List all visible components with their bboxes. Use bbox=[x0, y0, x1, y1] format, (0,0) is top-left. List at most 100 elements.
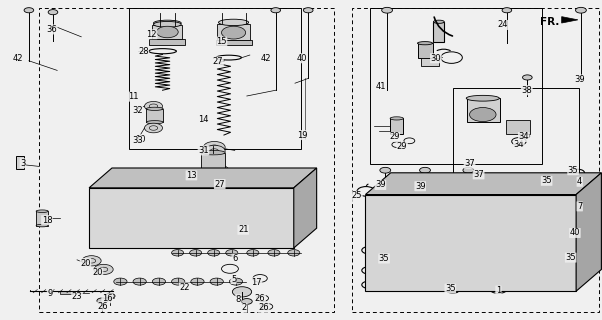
Circle shape bbox=[421, 223, 429, 228]
Circle shape bbox=[442, 255, 451, 260]
Text: 39: 39 bbox=[415, 182, 426, 191]
Text: 9: 9 bbox=[48, 289, 52, 298]
Circle shape bbox=[232, 287, 252, 297]
Ellipse shape bbox=[146, 121, 163, 124]
Circle shape bbox=[551, 239, 559, 244]
Ellipse shape bbox=[475, 180, 489, 184]
Text: 20: 20 bbox=[92, 268, 103, 277]
Text: 29: 29 bbox=[389, 132, 400, 141]
Circle shape bbox=[109, 232, 120, 238]
Circle shape bbox=[24, 8, 34, 13]
Circle shape bbox=[215, 208, 237, 220]
Bar bbox=[216, 40, 252, 45]
Ellipse shape bbox=[502, 180, 517, 184]
Circle shape bbox=[421, 255, 429, 260]
Circle shape bbox=[529, 255, 538, 260]
Circle shape bbox=[226, 250, 238, 256]
Ellipse shape bbox=[154, 21, 181, 27]
Circle shape bbox=[529, 239, 538, 244]
Ellipse shape bbox=[201, 150, 225, 155]
Circle shape bbox=[486, 270, 494, 275]
Text: 37: 37 bbox=[464, 159, 475, 168]
Bar bbox=[149, 39, 185, 45]
Ellipse shape bbox=[181, 175, 191, 178]
Polygon shape bbox=[294, 168, 317, 248]
Text: 42: 42 bbox=[13, 54, 23, 63]
Circle shape bbox=[507, 255, 516, 260]
Text: 42: 42 bbox=[261, 54, 272, 63]
Circle shape bbox=[244, 193, 255, 199]
Circle shape bbox=[259, 232, 270, 238]
Ellipse shape bbox=[146, 107, 163, 110]
Text: 18: 18 bbox=[42, 216, 52, 225]
Text: 19: 19 bbox=[297, 131, 308, 140]
Text: 24: 24 bbox=[497, 20, 508, 29]
Circle shape bbox=[378, 206, 386, 211]
Polygon shape bbox=[562, 17, 578, 23]
Ellipse shape bbox=[259, 175, 270, 178]
Circle shape bbox=[144, 101, 163, 111]
Text: 34: 34 bbox=[514, 140, 524, 149]
Circle shape bbox=[144, 123, 163, 133]
Text: 2: 2 bbox=[242, 303, 247, 312]
Text: 35: 35 bbox=[565, 253, 576, 262]
Text: 39: 39 bbox=[375, 180, 386, 189]
Text: 1: 1 bbox=[496, 286, 501, 295]
Bar bbox=[60, 291, 73, 294]
Circle shape bbox=[97, 298, 108, 304]
Bar bbox=[201, 153, 225, 173]
Text: 7: 7 bbox=[577, 202, 582, 211]
Circle shape bbox=[432, 197, 465, 215]
Circle shape bbox=[399, 270, 408, 275]
Bar bbox=[506, 120, 530, 134]
Circle shape bbox=[172, 278, 185, 285]
Circle shape bbox=[94, 264, 113, 275]
Text: 26: 26 bbox=[255, 294, 265, 303]
Ellipse shape bbox=[200, 175, 211, 178]
Circle shape bbox=[507, 223, 516, 228]
Circle shape bbox=[507, 206, 516, 211]
Text: 16: 16 bbox=[102, 294, 113, 303]
Ellipse shape bbox=[123, 175, 134, 178]
Text: 40: 40 bbox=[297, 54, 308, 63]
Text: 35: 35 bbox=[379, 254, 389, 263]
Bar bbox=[433, 22, 444, 42]
Circle shape bbox=[241, 299, 252, 304]
Bar bbox=[390, 118, 403, 134]
Circle shape bbox=[571, 226, 582, 232]
Text: 6: 6 bbox=[232, 254, 237, 263]
Bar bbox=[217, 24, 250, 40]
Circle shape bbox=[507, 239, 516, 244]
Circle shape bbox=[502, 8, 512, 13]
Text: 26: 26 bbox=[258, 303, 269, 312]
Circle shape bbox=[247, 250, 259, 256]
Circle shape bbox=[403, 200, 425, 211]
Ellipse shape bbox=[241, 175, 252, 178]
Circle shape bbox=[421, 239, 429, 244]
Circle shape bbox=[288, 250, 300, 256]
Circle shape bbox=[378, 223, 386, 228]
Bar bbox=[152, 25, 182, 39]
Text: 30: 30 bbox=[430, 54, 441, 63]
Ellipse shape bbox=[154, 20, 181, 26]
Circle shape bbox=[529, 223, 538, 228]
Circle shape bbox=[132, 199, 178, 223]
Polygon shape bbox=[365, 173, 601, 195]
Circle shape bbox=[222, 26, 246, 39]
Text: 14: 14 bbox=[198, 115, 209, 124]
Circle shape bbox=[229, 278, 243, 285]
Circle shape bbox=[142, 204, 169, 218]
Circle shape bbox=[259, 193, 270, 199]
Circle shape bbox=[486, 206, 494, 211]
Text: 39: 39 bbox=[574, 75, 585, 84]
Text: 3: 3 bbox=[20, 159, 25, 168]
Polygon shape bbox=[365, 195, 576, 291]
Polygon shape bbox=[576, 173, 601, 291]
Circle shape bbox=[133, 278, 146, 285]
Circle shape bbox=[523, 75, 532, 80]
Circle shape bbox=[109, 193, 120, 199]
Text: 27: 27 bbox=[214, 180, 225, 188]
Ellipse shape bbox=[219, 19, 249, 26]
Circle shape bbox=[172, 250, 184, 256]
Text: 28: 28 bbox=[138, 47, 149, 56]
